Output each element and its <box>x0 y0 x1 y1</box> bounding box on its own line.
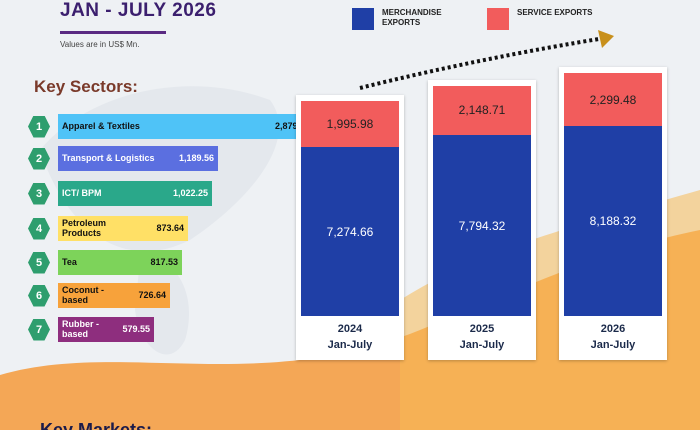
legend-label-merchandise: MERCHANDISE EXPORTS <box>382 8 442 28</box>
sector-value: 726.64 <box>138 289 166 300</box>
year-label-year: 2024 <box>337 322 363 335</box>
title-underline <box>60 31 166 34</box>
legend-merchandise: MERCHANDISE EXPORTS <box>352 8 466 30</box>
year-label: 2026 Jan-July <box>559 321 667 354</box>
sector-value: 817.53 <box>150 256 178 267</box>
legend-swatch-service <box>487 8 509 30</box>
service-exports-bar: 1,995.98 <box>301 101 399 148</box>
sector-row: 1 Apparel & Textiles 2,879.69 <box>28 114 314 139</box>
sector-row: 3 ICT/ BPM 1,022.25 <box>28 181 212 206</box>
sector-row: 7 Rubber - based 579.55 <box>28 317 154 342</box>
key-sectors-title: Key Sectors: <box>34 77 138 96</box>
sector-number-badge: 4 <box>28 217 50 240</box>
sector-bar: ICT/ BPM 1,022.25 <box>58 181 212 206</box>
sector-value: 2,879.69 <box>274 120 310 131</box>
sector-name: ICT/ BPM <box>62 187 102 198</box>
year-label: 2025 Jan-July <box>428 321 536 354</box>
legend-service: SERVICE EXPORTS <box>487 8 601 30</box>
year-label: 2024 Jan-July <box>296 321 404 354</box>
year-label-period: Jan-July <box>590 339 636 352</box>
year-label-period: Jan-July <box>459 339 505 352</box>
sector-name: Rubber - based <box>62 319 99 339</box>
service-exports-bar: 2,148.71 <box>433 85 531 136</box>
sector-row: 6 Coconut - based 726.64 <box>28 283 170 308</box>
key-markets-title: Key Markets: <box>40 420 153 430</box>
sector-value: 1,022.25 <box>172 187 208 198</box>
sector-bar: Petroleum Products 873.64 <box>58 216 188 241</box>
sector-name: Coconut - based <box>62 285 104 305</box>
year-column: 2,148.71 7,794.32 2025 Jan-July <box>428 79 536 360</box>
sector-value: 873.64 <box>156 222 184 233</box>
merchandise-exports-bar: 8,188.32 <box>564 126 662 316</box>
sector-row: 2 Transport & Logistics 1,189.56 <box>28 146 218 171</box>
growth-arrow-line <box>359 36 606 90</box>
year-label-period: Jan-July <box>327 339 373 352</box>
sector-name: Petroleum Products <box>62 218 107 238</box>
sector-row: 4 Petroleum Products 873.64 <box>28 216 188 241</box>
service-exports-bar: 2,299.48 <box>564 72 662 127</box>
sector-value: 579.55 <box>122 323 150 334</box>
legend-label-service: SERVICE EXPORTS <box>517 8 593 17</box>
year-label-year: 2025 <box>469 322 495 335</box>
arrow-head-icon <box>598 30 614 48</box>
sector-value: 1,189.56 <box>178 152 214 163</box>
sector-number-badge: 1 <box>28 115 50 138</box>
legend-swatch-merchandise <box>352 8 374 30</box>
merchandise-exports-bar: 7,794.32 <box>433 135 531 316</box>
sector-name: Transport & Logistics <box>62 152 155 163</box>
sector-bar: Coconut - based 726.64 <box>58 283 170 308</box>
sector-row: 5 Tea 817.53 <box>28 250 182 275</box>
units-note: Values are in US$ Mn. <box>60 40 140 49</box>
page-title: JAN - JULY 2026 <box>60 0 217 21</box>
sector-bar: Rubber - based 579.55 <box>58 317 154 342</box>
year-column: 1,995.98 7,274.66 2024 Jan-July <box>296 95 404 360</box>
sector-number-badge: 7 <box>28 318 50 341</box>
sector-bar: Tea 817.53 <box>58 250 182 275</box>
year-column: 2,299.48 8,188.32 2026 Jan-July <box>559 66 667 360</box>
year-label-year: 2026 <box>600 322 626 335</box>
sector-bar: Transport & Logistics 1,189.56 <box>58 146 218 171</box>
sector-number-badge: 6 <box>28 284 50 307</box>
merchandise-exports-bar: 7,274.66 <box>301 147 399 316</box>
sector-bar: Apparel & Textiles 2,879.69 <box>58 114 314 139</box>
sector-number-badge: 2 <box>28 147 50 170</box>
sector-number-badge: 5 <box>28 251 50 274</box>
sector-name: Tea <box>62 256 77 267</box>
sector-number-badge: 3 <box>28 182 50 205</box>
sector-name: Apparel & Textiles <box>62 120 140 131</box>
